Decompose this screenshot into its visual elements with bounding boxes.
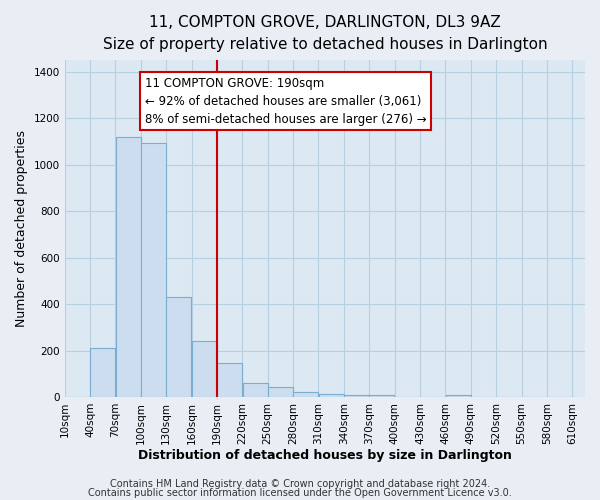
Bar — [242, 383, 268, 397]
Bar — [344, 395, 369, 397]
Bar — [319, 394, 344, 397]
Text: Contains public sector information licensed under the Open Government Licence v3: Contains public sector information licen… — [88, 488, 512, 498]
Bar — [370, 395, 394, 397]
Text: Contains HM Land Registry data © Crown copyright and database right 2024.: Contains HM Land Registry data © Crown c… — [110, 479, 490, 489]
Bar — [446, 395, 470, 397]
Bar — [90, 348, 115, 397]
Bar — [166, 297, 191, 397]
Text: 11 COMPTON GROVE: 190sqm
← 92% of detached houses are smaller (3,061)
8% of semi: 11 COMPTON GROVE: 190sqm ← 92% of detach… — [145, 76, 427, 126]
Bar — [141, 143, 166, 397]
Y-axis label: Number of detached properties: Number of detached properties — [15, 130, 28, 327]
Title: 11, COMPTON GROVE, DARLINGTON, DL3 9AZ
Size of property relative to detached hou: 11, COMPTON GROVE, DARLINGTON, DL3 9AZ S… — [103, 15, 547, 52]
Bar — [116, 137, 140, 397]
Bar — [268, 388, 293, 397]
Bar — [217, 364, 242, 397]
Bar — [192, 342, 217, 397]
Bar — [293, 392, 318, 397]
X-axis label: Distribution of detached houses by size in Darlington: Distribution of detached houses by size … — [138, 450, 512, 462]
